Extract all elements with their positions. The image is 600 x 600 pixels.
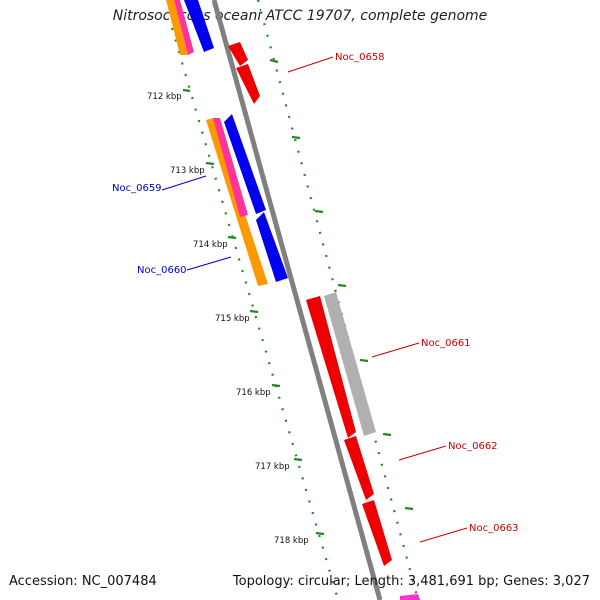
major-ticks (182, 58, 414, 536)
tick-label: 717 kbp (255, 462, 290, 472)
gene-label-noc-0660[interactable]: Noc_0660 (137, 265, 187, 276)
cds-arrow-forward (362, 500, 392, 566)
cds-arrow-reverse (184, 0, 214, 52)
tick-label: 715 kbp (215, 314, 250, 324)
gene-label-noc-0662[interactable]: Noc_0662 (448, 441, 498, 452)
grey-feature (324, 292, 376, 436)
gene-label-noc-0658[interactable]: Noc_0658 (335, 52, 385, 63)
map-title: Nitrosococcus oceani ATCC 19707, complet… (112, 8, 488, 24)
forward-strand-features (228, 42, 420, 600)
gene-label-noc-0661[interactable]: Noc_0661 (421, 338, 471, 349)
cds-arrow-forward (306, 296, 356, 438)
gene-label-noc-0663[interactable]: Noc_0663 (469, 523, 519, 534)
pink-feature (400, 594, 420, 600)
tick-labels: 712 kbp 713 kbp 714 kbp 715 kbp 716 kbp … (147, 92, 309, 546)
genome-backbone (211, 0, 383, 600)
tick-label: 713 kbp (170, 166, 205, 176)
gene-label-noc-0659[interactable]: Noc_0659 (112, 183, 162, 194)
gene-labels: Noc_0658 Noc_0659 Noc_0660 Noc_0661 Noc_… (112, 52, 519, 534)
genome-summary-text: Topology: circular; Length: 3,481,691 bp… (232, 574, 590, 589)
cds-arrow-reverse (224, 114, 266, 214)
tick-label: 714 kbp (193, 240, 228, 250)
cds-arrow-reverse (256, 212, 288, 282)
label-leaders (161, 56, 468, 543)
pink-feature (174, 0, 194, 55)
tick-label: 718 kbp (274, 536, 309, 546)
cds-arrow-forward (236, 64, 260, 104)
outer-dotted-ring (256, 0, 420, 600)
cds-arrow-forward (344, 436, 374, 500)
orange-feature (166, 0, 188, 55)
tick-label: 712 kbp (147, 92, 182, 102)
cds-arrow-forward (228, 42, 248, 66)
tick-label: 716 kbp (236, 388, 271, 398)
accession-text: Accession: NC_007484 (9, 574, 157, 589)
pink-feature (213, 118, 248, 217)
reverse-strand-features (166, 0, 288, 286)
